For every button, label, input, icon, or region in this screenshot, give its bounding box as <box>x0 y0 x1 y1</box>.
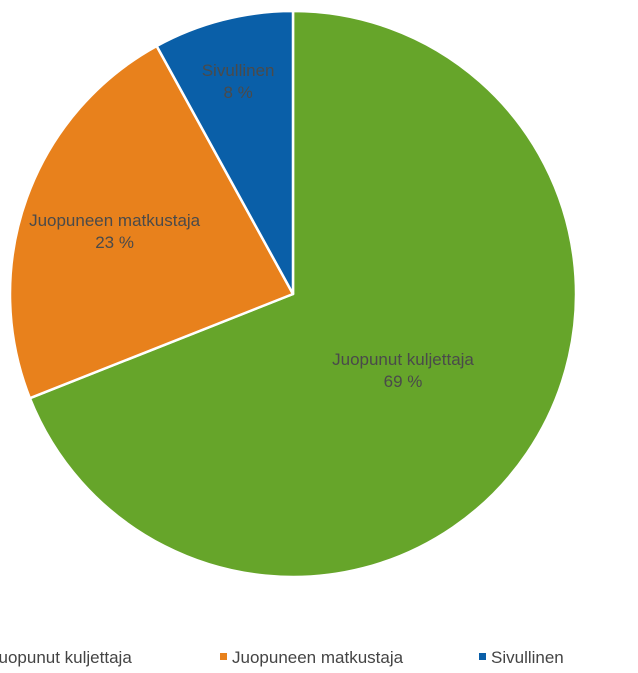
legend-label-0: Juopunut kuljettaja <box>0 648 132 667</box>
legend-label-1: Juopuneen matkustaja <box>232 648 404 667</box>
slice-value-1: 23 % <box>95 233 134 252</box>
slice-label-2: Sivullinen <box>202 61 275 80</box>
legend-label-2: Sivullinen <box>491 648 564 667</box>
pie-slice-1 <box>8 44 295 400</box>
pie-slice-2 <box>155 9 295 296</box>
pie-labels: Juopunut kuljettaja 69 % Juopuneen matkust… <box>29 61 474 391</box>
slice-label-0: Juopunut kuljettaja <box>332 350 474 369</box>
slice-value-2: 8 % <box>223 83 252 102</box>
pie-slices <box>8 9 578 579</box>
slice-label-1: Juopuneen matkustaja <box>29 211 201 230</box>
legend: Juopunut kuljettaja Juopuneen matkustaja S… <box>0 648 564 667</box>
legend-swatch-2 <box>479 653 486 660</box>
pie-slice-0 <box>28 9 578 579</box>
legend-swatch-1 <box>220 653 227 660</box>
slice-value-0: 69 % <box>384 372 423 391</box>
